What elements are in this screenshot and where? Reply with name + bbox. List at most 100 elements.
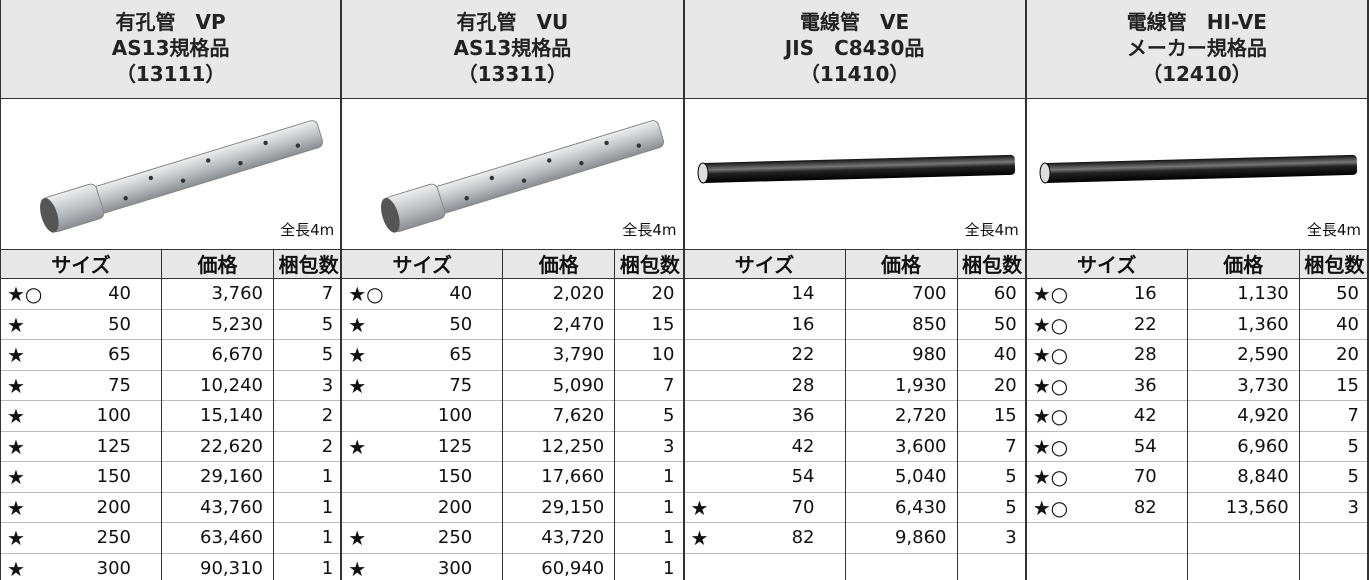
mark: ★ bbox=[348, 434, 367, 459]
price: 3,730 bbox=[1237, 374, 1289, 396]
size: 300 bbox=[96, 557, 131, 579]
price: 15,140 bbox=[200, 405, 263, 426]
column-line bbox=[844, 279, 846, 310]
price: 1,130 bbox=[1237, 283, 1289, 304]
row-line bbox=[1, 308, 341, 310]
pack-count: 1 bbox=[321, 557, 334, 579]
column-line bbox=[844, 553, 846, 580]
column-line bbox=[956, 462, 958, 493]
row-line bbox=[1, 461, 341, 462]
column-line bbox=[502, 279, 504, 310]
mark: ★ bbox=[7, 404, 25, 428]
size: 150 bbox=[96, 466, 131, 487]
column-line bbox=[614, 309, 616, 340]
column-line bbox=[956, 279, 958, 310]
column-line bbox=[844, 370, 846, 401]
price: 5,090 bbox=[552, 374, 605, 396]
product-section: 電線管 HI-VE メーカー規格品 （12410） 全長4m サイズ 価格 梱包数 ★○ 16… bbox=[1026, 0, 1369, 580]
size: 54 bbox=[791, 466, 815, 487]
price: 60,940 bbox=[541, 557, 605, 579]
title-line: JIS C8430品 bbox=[784, 36, 925, 60]
pack-count: 2 bbox=[321, 405, 334, 426]
row-line bbox=[1, 552, 341, 554]
column-line bbox=[273, 431, 274, 462]
pack-count: 5 bbox=[1005, 496, 1017, 518]
title-line: 電線管 VE bbox=[800, 10, 910, 34]
column-line bbox=[273, 370, 274, 401]
size: 36 bbox=[1133, 374, 1157, 396]
price: 2,020 bbox=[552, 283, 605, 304]
title-line: （13311） bbox=[457, 62, 568, 86]
column-line bbox=[844, 431, 846, 462]
price: 2,590 bbox=[1237, 344, 1289, 365]
size: 82 bbox=[791, 527, 815, 548]
column-line bbox=[614, 492, 616, 523]
column-header: サイズ bbox=[342, 249, 503, 279]
column-line bbox=[956, 340, 958, 371]
column-line bbox=[161, 523, 162, 554]
pack-count: 20 bbox=[993, 374, 1017, 396]
pack-count: 2 bbox=[321, 435, 334, 457]
column-line bbox=[1186, 492, 1188, 523]
column-line bbox=[1298, 431, 1300, 462]
row-line bbox=[1026, 430, 1367, 432]
row-line bbox=[342, 461, 683, 462]
row-line bbox=[1026, 369, 1367, 371]
column-line bbox=[844, 309, 846, 340]
row-line bbox=[1, 400, 341, 401]
price: 12,250 bbox=[541, 435, 605, 457]
price: 43,720 bbox=[541, 527, 605, 548]
price: 63,460 bbox=[200, 527, 263, 548]
column-line bbox=[273, 523, 274, 554]
column-line bbox=[956, 523, 958, 554]
size: 100 bbox=[437, 405, 473, 426]
column-line bbox=[161, 401, 162, 432]
column-header: 梱包数 bbox=[1298, 249, 1367, 279]
price: 850 bbox=[912, 313, 947, 335]
size: 82 bbox=[1133, 496, 1157, 518]
column-line bbox=[844, 492, 846, 523]
row-line bbox=[1, 491, 341, 493]
mark: ★○ bbox=[348, 282, 384, 306]
row-line bbox=[1, 430, 341, 432]
row-line bbox=[342, 522, 683, 523]
column-line bbox=[844, 523, 846, 554]
column-line bbox=[1186, 370, 1188, 401]
column-line bbox=[1186, 279, 1188, 310]
column-header: サイズ bbox=[1, 249, 161, 279]
price: 22,620 bbox=[200, 435, 263, 457]
size: 14 bbox=[791, 283, 815, 304]
column-line bbox=[956, 492, 958, 523]
size: 42 bbox=[1133, 405, 1157, 426]
column-line bbox=[1186, 431, 1188, 462]
row-line bbox=[1026, 552, 1367, 554]
column-line bbox=[273, 309, 274, 340]
pack-count: 3 bbox=[663, 435, 675, 457]
mark: ★○ bbox=[1032, 495, 1069, 520]
price: 5,230 bbox=[211, 313, 263, 335]
title-line: （11410） bbox=[799, 62, 910, 86]
column-line bbox=[502, 553, 504, 580]
pack-count: 7 bbox=[321, 283, 334, 304]
title-line: （12410） bbox=[1142, 62, 1252, 86]
column-line bbox=[273, 462, 274, 493]
column-line bbox=[1298, 462, 1300, 493]
price: 17,660 bbox=[541, 466, 605, 487]
column-line bbox=[161, 370, 162, 401]
pack-count: 1 bbox=[663, 527, 675, 548]
section-header: 電線管 HI-VE メーカー規格品 （12410） bbox=[1026, 0, 1367, 99]
row-line bbox=[684, 461, 1025, 462]
row-line bbox=[684, 552, 1025, 554]
size: 150 bbox=[437, 466, 473, 487]
row-line bbox=[684, 491, 1025, 493]
length-note: 全長4m bbox=[622, 221, 677, 239]
price: 3,760 bbox=[211, 283, 263, 304]
pack-count: 20 bbox=[1336, 344, 1359, 365]
column-header: 価格 bbox=[844, 249, 957, 279]
title-line: AS13規格品 bbox=[453, 36, 572, 60]
column-line bbox=[614, 340, 616, 371]
row-line bbox=[342, 400, 683, 401]
section-header: 有孔管 VP AS13規格品 （13111） bbox=[1, 0, 341, 99]
column-line bbox=[273, 553, 274, 580]
column-line bbox=[614, 431, 616, 462]
